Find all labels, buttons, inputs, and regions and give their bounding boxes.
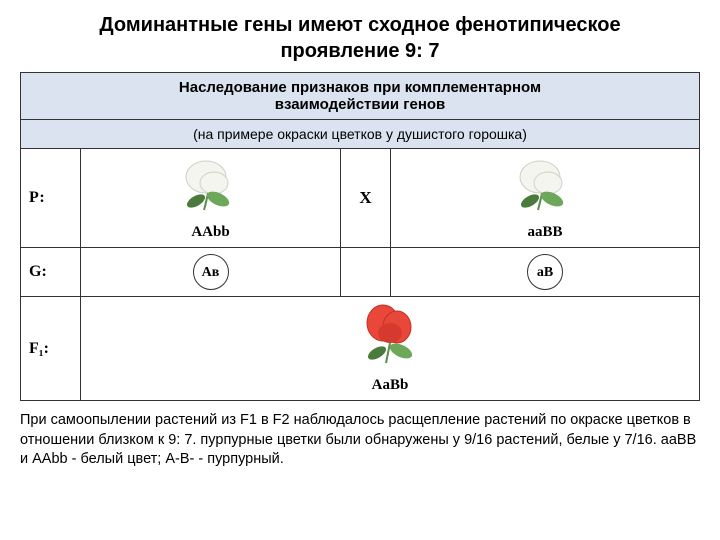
genotype-f1: AaBb [89, 377, 691, 394]
row-label-p: Р: [21, 149, 81, 248]
gamete-2: аВ [527, 254, 563, 290]
parent-row: Р: AAbb X aaBB [21, 149, 700, 248]
genotype-p2: aaBB [399, 224, 691, 241]
table-subheader: (на примере окраски цветков у душистого … [21, 120, 700, 149]
inheritance-table: Наследование признаков при комплементарн… [20, 72, 700, 401]
gamete-1: Ав [193, 254, 229, 290]
main-title: Доминантные гены имеют сходное фенотипич… [20, 12, 700, 64]
white-flower-icon [176, 155, 246, 220]
cross-symbol: X [341, 149, 391, 248]
row-label-f1: F₁: [21, 297, 81, 401]
genotype-p1: AAbb [89, 224, 332, 241]
table-header: Наследование признаков при комплементарн… [21, 73, 700, 120]
row-label-g: G: [21, 248, 81, 297]
red-flower-icon [355, 303, 425, 373]
footer-text: При самоопылении растений из F1 в F2 наб… [20, 411, 700, 470]
gamete-row: G: Ав аВ [21, 248, 700, 297]
white-flower-icon [510, 155, 580, 220]
f1-row: F₁: AaBb [21, 297, 700, 401]
